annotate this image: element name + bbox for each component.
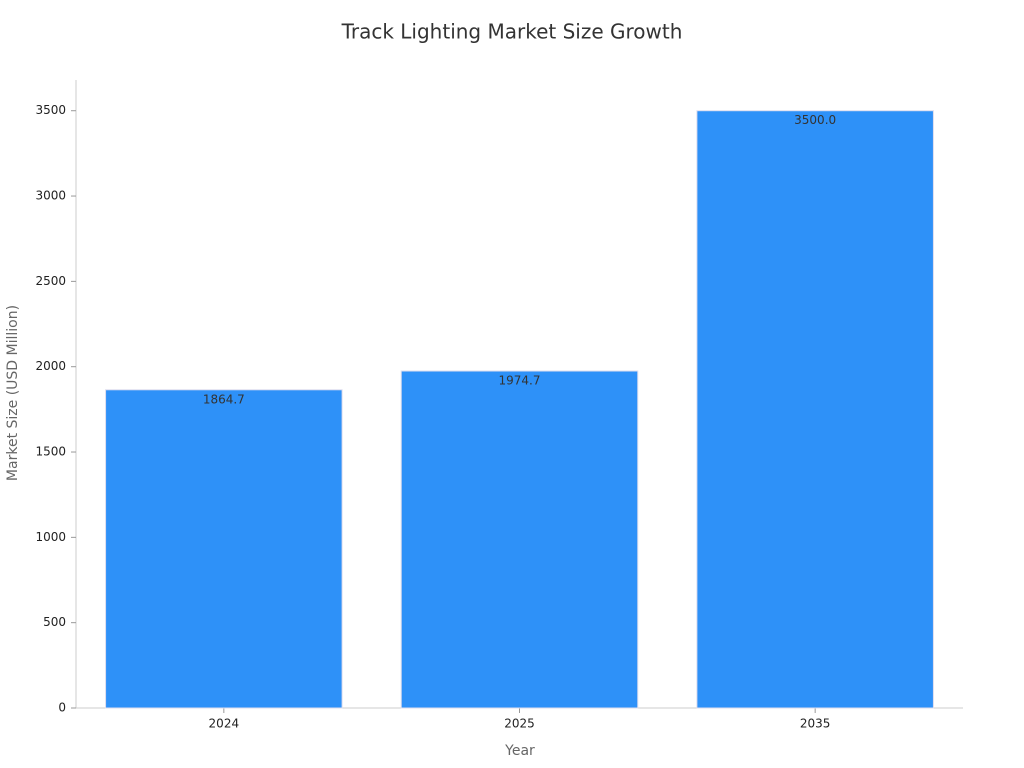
y-tick-label: 1500 bbox=[35, 445, 66, 459]
value-label: 1864.7 bbox=[203, 392, 245, 406]
x-tick-label: 2035 bbox=[800, 717, 831, 731]
y-tick-label: 1000 bbox=[35, 530, 66, 544]
y-tick-label: 3000 bbox=[35, 189, 66, 203]
x-tick-label: 2024 bbox=[209, 717, 240, 731]
value-label: 1974.7 bbox=[499, 374, 541, 388]
bar bbox=[696, 110, 934, 709]
x-tick-label: 2025 bbox=[504, 717, 535, 731]
chart-title: Track Lighting Market Size Growth bbox=[341, 20, 683, 44]
y-tick-label: 0 bbox=[58, 701, 66, 715]
bar bbox=[105, 389, 343, 709]
y-tick-label: 3500 bbox=[35, 103, 66, 117]
bar bbox=[400, 370, 639, 709]
y-axis-label: Market Size (USD Million) bbox=[5, 305, 21, 481]
x-axis-label: Year bbox=[504, 743, 535, 759]
y-tick-label: 500 bbox=[43, 615, 66, 629]
value-label: 3500.0 bbox=[794, 113, 836, 127]
y-tick-label: 2500 bbox=[35, 274, 66, 288]
y-tick-label: 2000 bbox=[35, 359, 66, 373]
